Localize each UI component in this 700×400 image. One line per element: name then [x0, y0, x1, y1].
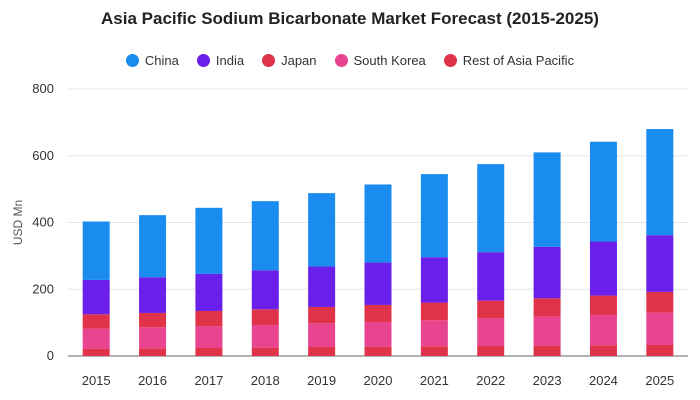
bar-japan-2025: [646, 291, 674, 313]
bar-india-2020: [364, 262, 392, 305]
bar-japan-2020: [364, 304, 392, 322]
bar-japan-2022: [477, 300, 505, 319]
bar-south-korea-2024: [589, 314, 617, 346]
bar-japan-2016: [139, 312, 167, 328]
bar-china-2016: [139, 215, 167, 278]
bar-india-2019: [308, 266, 336, 307]
bar-india-2015: [82, 279, 110, 315]
chart-title: Asia Pacific Sodium Bicarbonate Market F…: [101, 9, 599, 28]
bar-india-2025: [646, 235, 674, 292]
legend-swatch-rest-of-asia-pacific: [443, 54, 457, 67]
legend-label-rest-of-asia-pacific: Rest of Asia Pacific: [462, 53, 575, 68]
bar-south-korea-2025: [646, 312, 674, 345]
y-tick-label: 600: [32, 148, 54, 163]
bar-china-2015: [82, 221, 110, 280]
x-tick-label: 2016: [138, 373, 167, 388]
bar-south-korea-2022: [477, 318, 505, 346]
bar-rest-of-asia-pacific-2025: [646, 344, 674, 356]
y-tick-label: 800: [32, 81, 54, 96]
bar-india-2022: [477, 252, 505, 301]
x-tick-label: 2022: [476, 373, 505, 388]
bar-rest-of-asia-pacific-2021: [420, 346, 448, 356]
bar-china-2018: [251, 201, 279, 271]
bar-japan-2017: [195, 310, 223, 327]
bar-rest-of-asia-pacific-2018: [251, 347, 279, 356]
bar-rest-of-asia-pacific-2017: [195, 347, 223, 356]
x-tick-label: 2020: [364, 373, 393, 388]
y-tick-label: 0: [47, 348, 54, 363]
bar-china-2020: [364, 184, 392, 263]
bar-south-korea-2019: [308, 323, 336, 347]
legend-swatch-china: [125, 54, 139, 67]
bar-south-korea-2023: [533, 316, 561, 346]
bar-rest-of-asia-pacific-2022: [477, 345, 505, 356]
bar-india-2016: [139, 277, 167, 313]
bar-india-2018: [251, 270, 279, 310]
x-tick-label: 2018: [251, 373, 280, 388]
y-tick-label: 200: [32, 281, 54, 296]
bar-india-2023: [533, 246, 561, 299]
bar-china-2017: [195, 207, 223, 274]
bar-india-2024: [589, 241, 617, 296]
y-axis-title: USD Mn: [11, 200, 25, 245]
bar-japan-2023: [533, 298, 561, 317]
x-tick-label: 2021: [420, 373, 449, 388]
x-tick-label: 2019: [307, 373, 336, 388]
bar-rest-of-asia-pacific-2016: [139, 348, 167, 356]
bar-china-2025: [646, 129, 674, 236]
x-tick-label: 2025: [645, 373, 674, 388]
bar-rest-of-asia-pacific-2023: [533, 345, 561, 356]
y-tick-label: 400: [32, 215, 54, 230]
legend-label-india: India: [215, 53, 245, 68]
x-tick-label: 2017: [194, 373, 223, 388]
legend-item-rest-of-asia-pacific[interactable]: Rest of Asia Pacific: [443, 53, 575, 68]
bar-china-2022: [477, 164, 505, 253]
bar-rest-of-asia-pacific-2024: [589, 345, 617, 356]
legend-label-south-korea: South Korea: [353, 53, 426, 68]
bar-south-korea-2020: [364, 321, 392, 347]
legend-item-india[interactable]: India: [196, 53, 245, 68]
bar-china-2023: [533, 152, 561, 247]
x-tick-label: 2023: [533, 373, 562, 388]
legend-item-china[interactable]: China: [125, 53, 179, 68]
bar-rest-of-asia-pacific-2019: [308, 346, 336, 356]
bar-south-korea-2016: [139, 327, 167, 349]
bar-india-2017: [195, 273, 223, 311]
bar-japan-2024: [589, 295, 617, 315]
bar-south-korea-2015: [82, 328, 110, 349]
legend-swatch-india: [196, 54, 210, 67]
bar-rest-of-asia-pacific-2020: [364, 346, 392, 356]
legend-label-japan: Japan: [281, 53, 317, 68]
bar-japan-2019: [308, 306, 336, 324]
bar-japan-2015: [82, 314, 110, 329]
bar-south-korea-2018: [251, 324, 279, 348]
x-tick-label: 2024: [589, 373, 618, 388]
bar-china-2021: [420, 174, 448, 258]
bar-japan-2018: [251, 309, 279, 325]
bar-india-2021: [420, 257, 448, 303]
legend-label-china: China: [144, 53, 179, 68]
bar-china-2019: [308, 193, 336, 267]
legend: China India Japan South Korea Rest of As…: [0, 53, 700, 68]
legend-swatch-japan: [262, 54, 276, 67]
bar-south-korea-2017: [195, 326, 223, 348]
bar-china-2024: [589, 141, 617, 242]
legend-item-south-korea[interactable]: South Korea: [334, 53, 426, 68]
bar-rest-of-asia-pacific-2015: [82, 348, 110, 356]
bar-japan-2021: [420, 302, 448, 321]
bar-south-korea-2021: [420, 320, 448, 347]
legend-item-japan[interactable]: Japan: [262, 53, 317, 68]
x-tick-label: 2015: [82, 373, 111, 388]
legend-swatch-south-korea: [334, 54, 348, 67]
